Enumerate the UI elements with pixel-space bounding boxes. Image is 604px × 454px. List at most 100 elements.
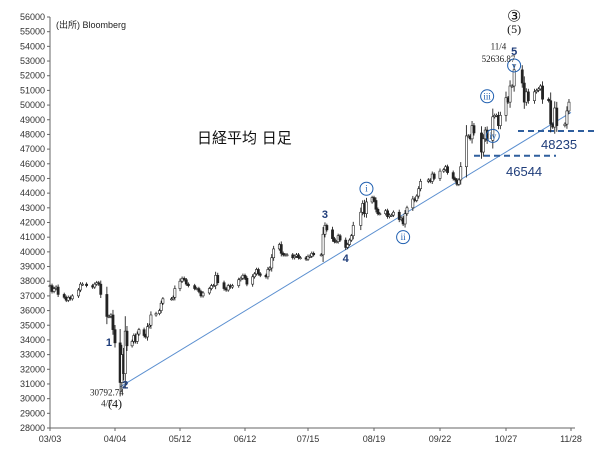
y-tick-label: 34000: [20, 335, 45, 345]
candle-body: [365, 201, 368, 214]
candle-body: [154, 313, 158, 316]
candle-body: [312, 253, 316, 256]
candle-body: [272, 248, 276, 259]
x-tick-label: 03/03: [39, 434, 62, 444]
annotation-high-degree: ③: [507, 8, 521, 25]
candle-body: [533, 91, 536, 101]
wave-circle: [359, 181, 374, 196]
y-tick-label: 38000: [20, 276, 45, 286]
candle-body: [81, 283, 84, 286]
candle-body: [321, 233, 325, 256]
candle-body: [457, 179, 461, 185]
candle-body: [535, 90, 538, 93]
y-tick-label: 42000: [20, 218, 45, 228]
y-tick-label: 54000: [20, 41, 45, 51]
candle-body: [245, 277, 249, 285]
candle-body: [285, 254, 289, 257]
y-tick-label: 29000: [20, 408, 45, 418]
y-tick-label: 52000: [20, 71, 45, 81]
candle-body: [142, 329, 146, 336]
candle-body: [464, 135, 468, 168]
candle-body: [472, 125, 476, 134]
y-tick-label: 37000: [20, 291, 45, 301]
candle-body: [193, 285, 197, 289]
y-tick-label: 47000: [20, 144, 45, 154]
annotation-high-wave: (5): [507, 22, 521, 36]
candle-body: [308, 255, 312, 258]
candle-body: [376, 208, 380, 214]
candle-body: [297, 254, 300, 259]
candle-body: [390, 214, 393, 217]
candle-body: [565, 110, 569, 125]
candle-body: [243, 275, 247, 279]
wave-label: iii: [483, 91, 491, 101]
level-lines: 46544 48235: [474, 129, 598, 179]
source-label: (出所) Bloomberg: [56, 19, 126, 30]
candle-body: [258, 273, 262, 276]
x-tick-label: 05/12: [169, 434, 192, 444]
candle-body: [349, 235, 353, 241]
candle-body: [253, 273, 256, 278]
wave-circle: [396, 230, 411, 245]
candle-body: [170, 298, 173, 301]
wave-label: 4: [343, 253, 350, 265]
candle-body: [197, 288, 201, 292]
wave-label: iv: [489, 131, 497, 141]
y-tick-label: 36000: [20, 306, 45, 316]
candle-body: [182, 277, 186, 281]
candle-body: [212, 285, 215, 287]
candle-body: [161, 298, 165, 304]
candle-body: [158, 310, 161, 314]
candle-body: [541, 85, 544, 100]
candle-body: [85, 283, 88, 286]
y-tick-label: 50000: [20, 100, 45, 110]
candle-body: [374, 200, 378, 210]
candle-body: [512, 69, 516, 87]
level-label-48235: 48235: [541, 137, 577, 152]
y-tick-label: 55000: [20, 27, 45, 37]
candle-body: [111, 314, 115, 330]
wave-circle: [480, 89, 495, 104]
candle-body: [266, 269, 270, 278]
candle-body: [491, 116, 495, 141]
candle-body: [231, 285, 234, 288]
candle-body: [77, 289, 80, 297]
wave-label: v: [512, 60, 517, 70]
candle-body: [338, 235, 342, 241]
y-tick-label: 45000: [20, 173, 45, 183]
y-tick-label: 39000: [20, 262, 45, 272]
x-tick-label: 07/15: [297, 434, 320, 444]
candle-body: [123, 330, 127, 374]
y-tick-label: 56000: [20, 12, 45, 22]
x-tick-label: 04/04: [104, 434, 127, 444]
y-tick-label: 48000: [20, 129, 45, 139]
candle-body: [508, 85, 512, 103]
candle-body: [107, 316, 111, 318]
candle-body: [332, 238, 336, 242]
candle-body: [79, 283, 82, 291]
x-tick-label: 09/22: [429, 434, 452, 444]
y-tick-label: 51000: [20, 85, 45, 95]
candle-body: [417, 188, 421, 197]
y-tick-label: 49000: [20, 115, 45, 125]
candle-body: [293, 255, 297, 259]
candle-body: [52, 288, 56, 292]
wave-label: 2: [122, 379, 128, 391]
candle-body: [372, 197, 376, 201]
candle-body: [563, 123, 567, 126]
candle-body: [549, 100, 553, 125]
candle-body: [504, 97, 508, 116]
candle-body: [405, 207, 409, 214]
y-ticks: 28000 29000 30000 31000 32000 33000 34000 35000…: [20, 12, 50, 433]
candle-body: [201, 292, 205, 297]
annotation-low-price: 30792.74: [90, 388, 124, 398]
candle-body: [147, 324, 151, 328]
candle-body: [378, 213, 382, 215]
wave-circle: [507, 58, 522, 73]
candle-body: [70, 295, 74, 300]
candle-body: [216, 275, 220, 283]
candle-body: [555, 107, 559, 126]
candle-body: [451, 172, 455, 179]
